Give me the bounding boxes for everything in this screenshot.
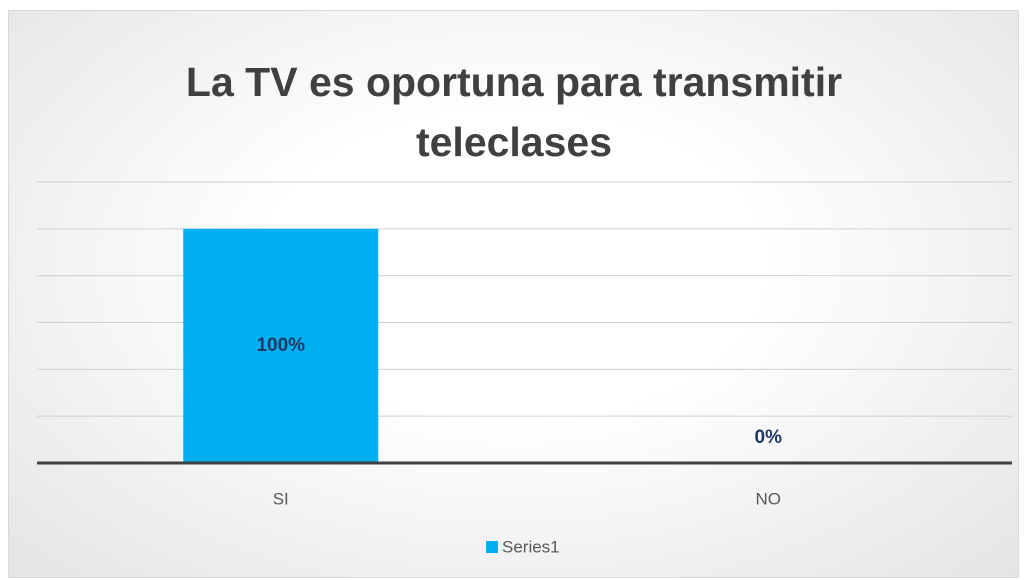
bar <box>183 228 379 463</box>
x-tick-label: NO <box>756 489 782 508</box>
x-tick-label: SI <box>273 489 289 508</box>
data-label: 100% <box>256 335 305 356</box>
legend-swatch <box>486 541 498 553</box>
data-label: 0% <box>755 427 783 448</box>
chart-title: La TV es oportuna para transmitir telecl… <box>185 59 843 165</box>
chart-area <box>8 10 1019 578</box>
legend-label: Series1 <box>502 537 560 556</box>
